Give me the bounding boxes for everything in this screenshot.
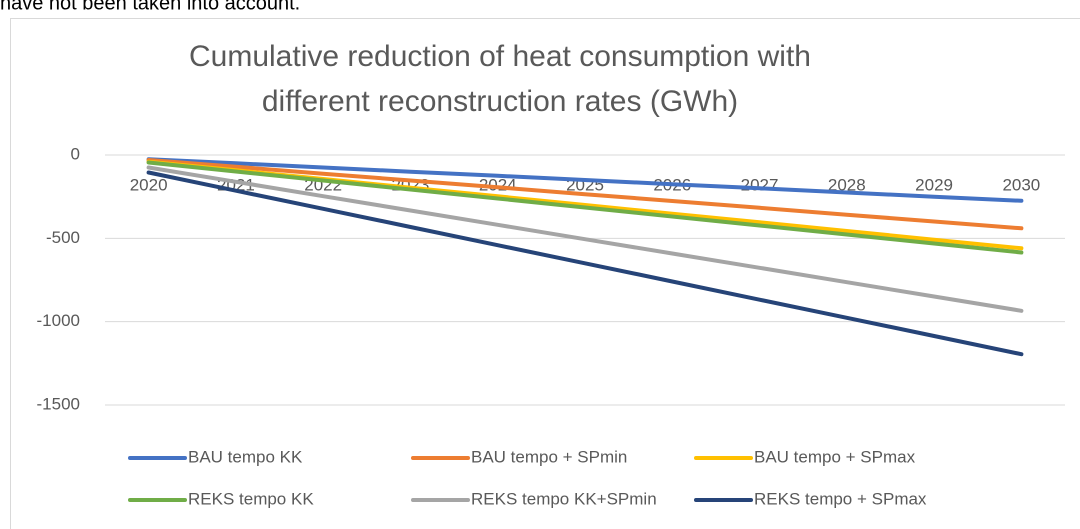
chart-title: Cumulative reduction of heat consumption… (189, 40, 811, 73)
series-line (146, 158, 1024, 231)
chart-title: different reconstruction rates (GWh) (262, 85, 738, 118)
x-tick-label: 2028 (828, 175, 866, 194)
series-line (146, 157, 1024, 203)
x-tick-label: 2029 (915, 175, 953, 194)
legend-label: REKS tempo KK (188, 489, 314, 508)
page-text: have not been taken into account. (0, 0, 300, 14)
x-tick-label: 2020 (130, 175, 168, 194)
legend-label: REKS tempo + SPmax (754, 489, 927, 508)
x-tick-label: 2027 (741, 175, 779, 194)
chart-frame (10, 18, 1080, 529)
y-tick-label: -1000 (37, 311, 80, 330)
legend-label: BAU tempo + SPmin (471, 447, 627, 466)
legend-label: BAU tempo KK (188, 447, 303, 466)
y-tick-label: -500 (46, 228, 80, 247)
legend-label: BAU tempo + SPmax (754, 447, 916, 466)
series-line (146, 165, 1024, 313)
series-line (146, 160, 1024, 255)
x-tick-label: 2030 (1002, 175, 1040, 194)
y-tick-label: 0 (71, 144, 80, 163)
y-tick-label: -1500 (37, 394, 80, 413)
legend-label: REKS tempo KK+SPmin (471, 489, 657, 508)
series-line (146, 170, 1024, 357)
